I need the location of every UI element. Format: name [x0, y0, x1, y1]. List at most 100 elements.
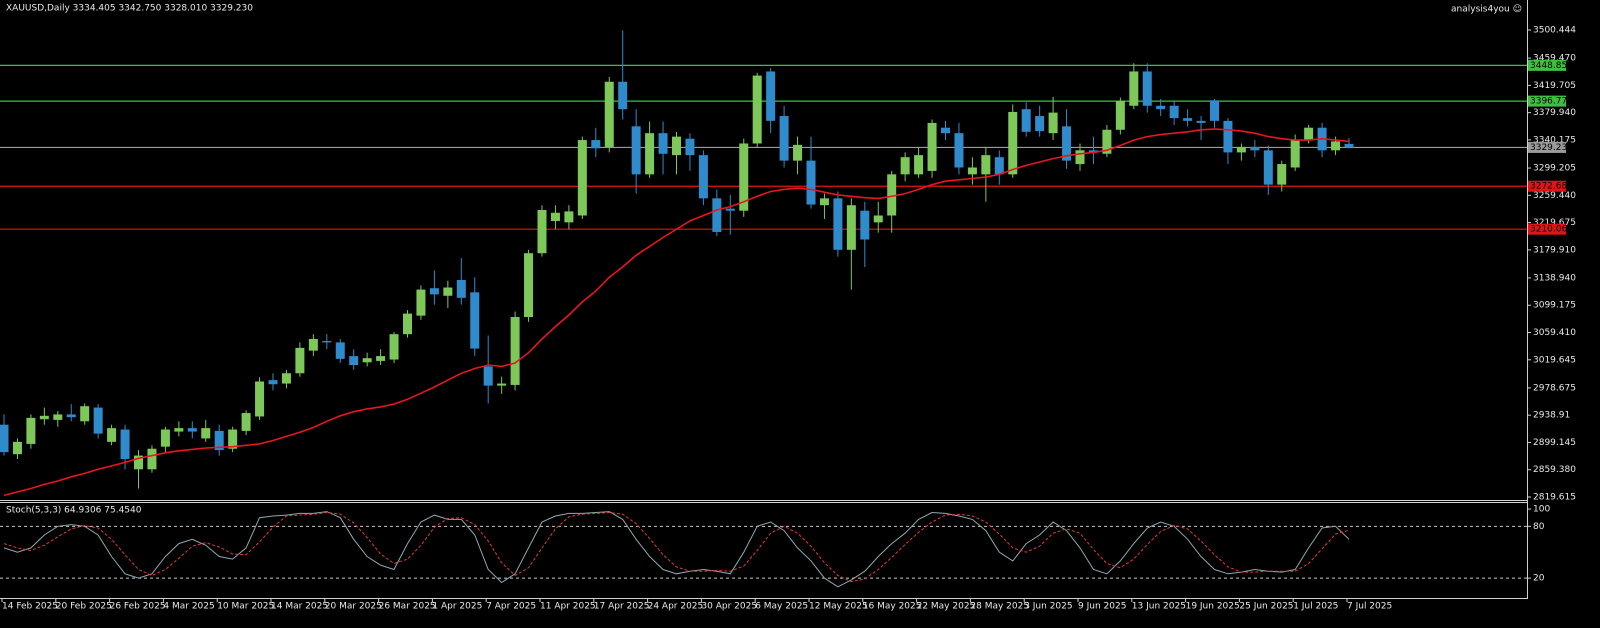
candle-body: [1062, 126, 1072, 161]
x-tick-label: 9 Jun 2025: [1078, 602, 1126, 612]
candle-body: [981, 155, 991, 175]
y-tick-label: 3138.940: [1533, 273, 1576, 283]
x-tick-label: 4 Mar 2025: [163, 602, 214, 612]
level-label-box: [1528, 141, 1566, 153]
y-tick-label: 3379.940: [1533, 108, 1576, 118]
candle-body: [470, 292, 480, 349]
candle-body: [107, 428, 117, 442]
candle-body: [658, 133, 668, 154]
x-tick-label: 24 Apr 2025: [648, 602, 704, 612]
candle-body: [349, 356, 359, 366]
candle-body: [1008, 111, 1018, 175]
indicator-line: [3, 511, 1350, 583]
y-tick-label: 3059.410: [1533, 328, 1576, 338]
candle-body: [1115, 100, 1125, 130]
candle-body: [322, 341, 332, 343]
level-label-box: [1528, 59, 1566, 71]
chart-title: XAUUSD,Daily 3334.405 3342.750 3328.010 …: [6, 4, 253, 14]
candle-body: [1142, 71, 1152, 106]
y-tick-label: 2899.145: [1533, 438, 1576, 448]
candle-body: [93, 407, 103, 434]
candle-body: [550, 212, 560, 221]
watermark: analysis4you ☺: [1451, 4, 1522, 15]
candle-body: [766, 71, 776, 121]
candle-body: [1169, 105, 1179, 119]
x-tick-label: 28 May 2025: [970, 602, 1029, 612]
candle-body: [725, 208, 735, 211]
candle-body: [1035, 116, 1045, 132]
x-tick-label: 17 Apr 2025: [594, 602, 650, 612]
x-tick-label: 13 Jun 2025: [1132, 602, 1186, 612]
candle-body: [403, 313, 412, 335]
candle-body: [618, 81, 628, 110]
candle-body: [577, 140, 587, 216]
candle-body: [483, 366, 493, 386]
x-tick-label: 22 May 2025: [917, 602, 976, 612]
y-tick-label: 2978.675: [1533, 383, 1576, 393]
level-label: 3448.858: [1530, 61, 1573, 71]
candle-body: [846, 205, 856, 250]
candle-body: [1236, 146, 1246, 153]
candle-body: [994, 157, 1004, 175]
candle-body: [860, 210, 870, 240]
x-tick-label: 20 Feb 2025: [56, 602, 112, 612]
candle-body: [1129, 71, 1139, 106]
moving-average: [3, 128, 1350, 497]
y-tick-label: 3340.175: [1533, 135, 1576, 145]
candle-body: [228, 429, 238, 449]
candle-body: [416, 289, 426, 316]
indicator-line: [3, 511, 1350, 588]
candle-body: [1223, 120, 1233, 153]
candle-body: [779, 116, 789, 161]
level-label-box: [1528, 223, 1566, 235]
indicator-title: Stoch(5,3,3) 64.9306 75.4540: [6, 506, 142, 516]
candle-body: [187, 428, 197, 432]
candle-body: [510, 317, 520, 385]
candle-body: [26, 417, 36, 444]
candle-body: [1183, 118, 1193, 121]
candle-body: [443, 287, 453, 296]
candle-body: [389, 334, 399, 360]
y-tick-label: 3259.440: [1533, 191, 1576, 201]
candle-body: [752, 75, 762, 144]
candle-body: [1102, 129, 1112, 154]
candle-body: [66, 414, 76, 418]
x-tick-label: 1 Apr 2025: [432, 602, 482, 612]
candle-body: [134, 455, 143, 470]
candle-body: [1021, 109, 1031, 132]
candle-body: [376, 356, 386, 361]
candle-body: [954, 133, 964, 168]
y-tick-label: 3219.675: [1533, 218, 1576, 228]
candle-body: [524, 253, 534, 318]
y-tick-label: 3019.645: [1533, 355, 1576, 365]
candle-body: [497, 383, 507, 386]
candle-body: [201, 428, 211, 439]
x-tick-label: 14 Mar 2025: [271, 602, 328, 612]
candle-body: [631, 126, 641, 175]
x-tick-label: 16 May 2025: [863, 602, 922, 612]
candle-body: [927, 122, 937, 171]
candle-body: [591, 140, 601, 149]
x-tick-label: 10 Mar 2025: [217, 602, 274, 612]
y-tick-label: 3500.444: [1533, 25, 1576, 35]
candle-body: [12, 441, 22, 455]
candle-body: [39, 415, 49, 420]
level-label: 3272.685: [1530, 182, 1573, 192]
candle-body: [685, 138, 695, 156]
candle-body: [698, 155, 708, 199]
candle-body: [1290, 140, 1300, 168]
x-tick-label: 26 Feb 2025: [110, 602, 166, 612]
candle-body: [1196, 120, 1206, 123]
candle-body: [887, 174, 897, 216]
x-tick-label: 26 Mar 2025: [379, 602, 436, 612]
candle-body: [914, 155, 924, 175]
candle-body: [941, 127, 950, 134]
candle-body: [53, 414, 63, 420]
candle-body: [967, 167, 977, 175]
candle-body: [255, 381, 265, 417]
x-tick-label: 12 May 2025: [809, 602, 868, 612]
candle-body: [1263, 150, 1273, 185]
level-label-box: [1528, 180, 1566, 192]
